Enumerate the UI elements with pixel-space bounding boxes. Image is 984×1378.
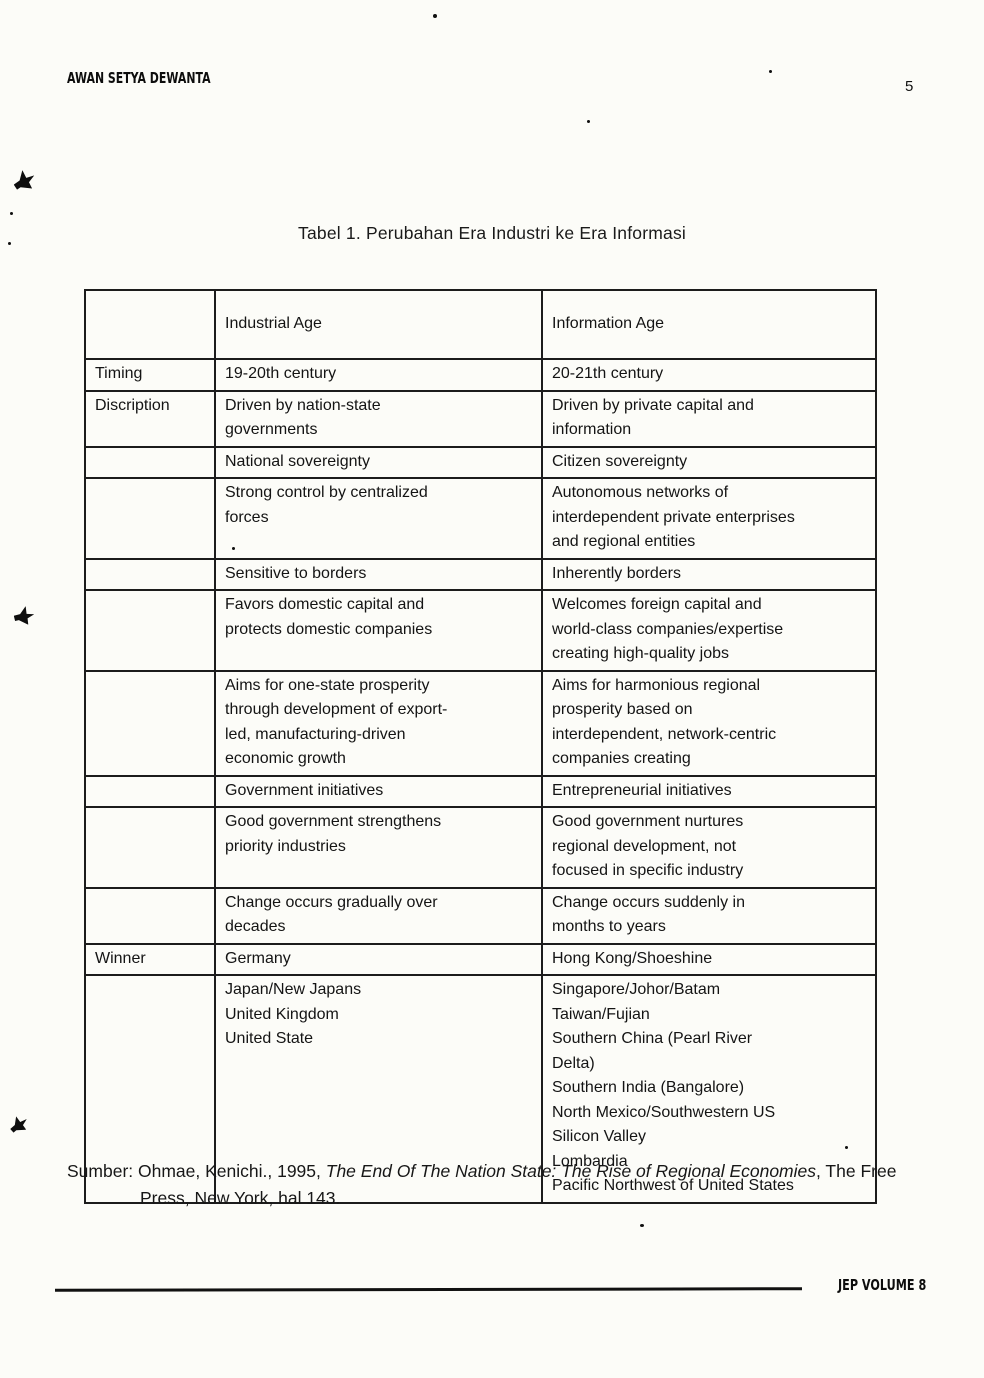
source-book-title: The End Of The Nation State: The Rise of… <box>325 1160 817 1181</box>
row-label <box>84 886 216 945</box>
row-label <box>84 557 216 591</box>
row-label <box>84 669 216 777</box>
information-cell: Aims for harmonious regional prosperity … <box>541 669 877 777</box>
row-label <box>84 806 216 889</box>
industrial-cell: 19-20th century <box>214 358 543 392</box>
industrial-cell: National sovereignty <box>214 445 543 479</box>
table-header-row: Industrial Age Information Age <box>84 289 877 360</box>
ink-mark <box>11 168 37 192</box>
ink-speck <box>845 1146 848 1149</box>
industrial-cell: Strong control by centralized forces <box>214 477 543 560</box>
ink-speck <box>10 212 13 215</box>
source-prefix: Sumber: Ohmae, Kenichi., 1995, <box>67 1160 326 1181</box>
row-label <box>84 774 216 808</box>
ink-speck <box>587 120 590 123</box>
information-cell: Singapore/Johor/Batam Taiwan/Fujian Sout… <box>541 974 877 1204</box>
table-row: Japan/New Japans United Kingdom United S… <box>84 974 877 1204</box>
industrial-cell: Driven by nation-state governments <box>214 389 543 448</box>
header-empty-cell <box>84 289 216 360</box>
table-row: Sensitive to borders Inherently borders <box>84 557 877 591</box>
table-caption: Tabel 1. Perubahan Era Industri ke Era I… <box>298 223 686 243</box>
header-information-age: Information Age <box>541 289 877 360</box>
industrial-cell: Good government strengthens priority ind… <box>214 806 543 889</box>
industrial-cell: Japan/New Japans United Kingdom United S… <box>214 974 543 1204</box>
information-cell: Welcomes foreign capital and world-class… <box>541 589 877 672</box>
information-cell: Citizen sovereignty <box>541 445 877 479</box>
source-suffix: , The Free Press, New York, hal 143. <box>140 1160 897 1208</box>
comparison-table: Industrial Age Information Age Timing 19… <box>84 289 877 1204</box>
industrial-cell: Aims for one-state prosperity through de… <box>214 669 543 777</box>
table-row: Strong control by centralized forces Aut… <box>84 477 877 560</box>
information-cell: Entrepreneurial initiatives <box>541 774 877 808</box>
table-row: Favors domestic capital and protects dom… <box>84 589 877 672</box>
row-label <box>84 589 216 672</box>
industrial-cell: Government initiatives <box>214 774 543 808</box>
information-cell: Autonomous networks of interdependent pr… <box>541 477 877 560</box>
page-number: 5 <box>905 78 914 95</box>
ink-speck <box>8 242 11 245</box>
table-row: Winner Germany Hong Kong/Shoeshine <box>84 942 877 976</box>
table-row: Good government strengthens priority ind… <box>84 806 877 889</box>
table-row: Aims for one-state prosperity through de… <box>84 669 877 777</box>
industrial-cell: Germany <box>214 942 543 976</box>
table-row: Discription Driven by nation-state gover… <box>84 389 877 448</box>
table-row: National sovereignty Citizen sovereignty <box>84 445 877 479</box>
table-row: Change occurs gradually over decades Cha… <box>84 886 877 945</box>
row-label <box>84 445 216 479</box>
row-label: Timing <box>84 358 216 392</box>
source-citation: Sumber: Ohmae, Kenichi., 1995, The End O… <box>67 1158 940 1212</box>
running-head-author: AWAN SETYA DEWANTA <box>67 70 211 88</box>
row-label <box>84 477 216 560</box>
table-row: Timing 19-20th century 20-21th century <box>84 358 877 392</box>
ink-speck <box>640 1224 644 1227</box>
industrial-cell: Sensitive to borders <box>214 557 543 591</box>
ink-speck <box>433 14 437 18</box>
information-cell: Inherently borders <box>541 557 877 591</box>
footer-rule <box>54 1287 803 1292</box>
ink-mark <box>13 605 35 626</box>
information-cell: Hong Kong/Shoeshine <box>541 942 877 976</box>
row-label: Winner <box>84 942 216 976</box>
header-industrial-age: Industrial Age <box>214 289 543 360</box>
information-cell: Good government nurtures regional develo… <box>541 806 877 889</box>
row-label: Discription <box>84 389 216 448</box>
information-cell: Driven by private capital and informatio… <box>541 389 877 448</box>
ink-speck <box>769 70 772 73</box>
ink-mark <box>7 1113 30 1135</box>
table-row: Government initiatives Entrepreneurial i… <box>84 774 877 808</box>
ink-speck <box>232 547 235 550</box>
industrial-cell: Favors domestic capital and protects dom… <box>214 589 543 672</box>
row-label <box>84 974 216 1204</box>
industrial-cell: Change occurs gradually over decades <box>214 886 543 945</box>
journal-volume-label: JEP VOLUME 8 <box>838 1277 927 1295</box>
information-cell: 20-21th century <box>541 358 877 392</box>
information-cell: Change occurs suddenly in months to year… <box>541 886 877 945</box>
